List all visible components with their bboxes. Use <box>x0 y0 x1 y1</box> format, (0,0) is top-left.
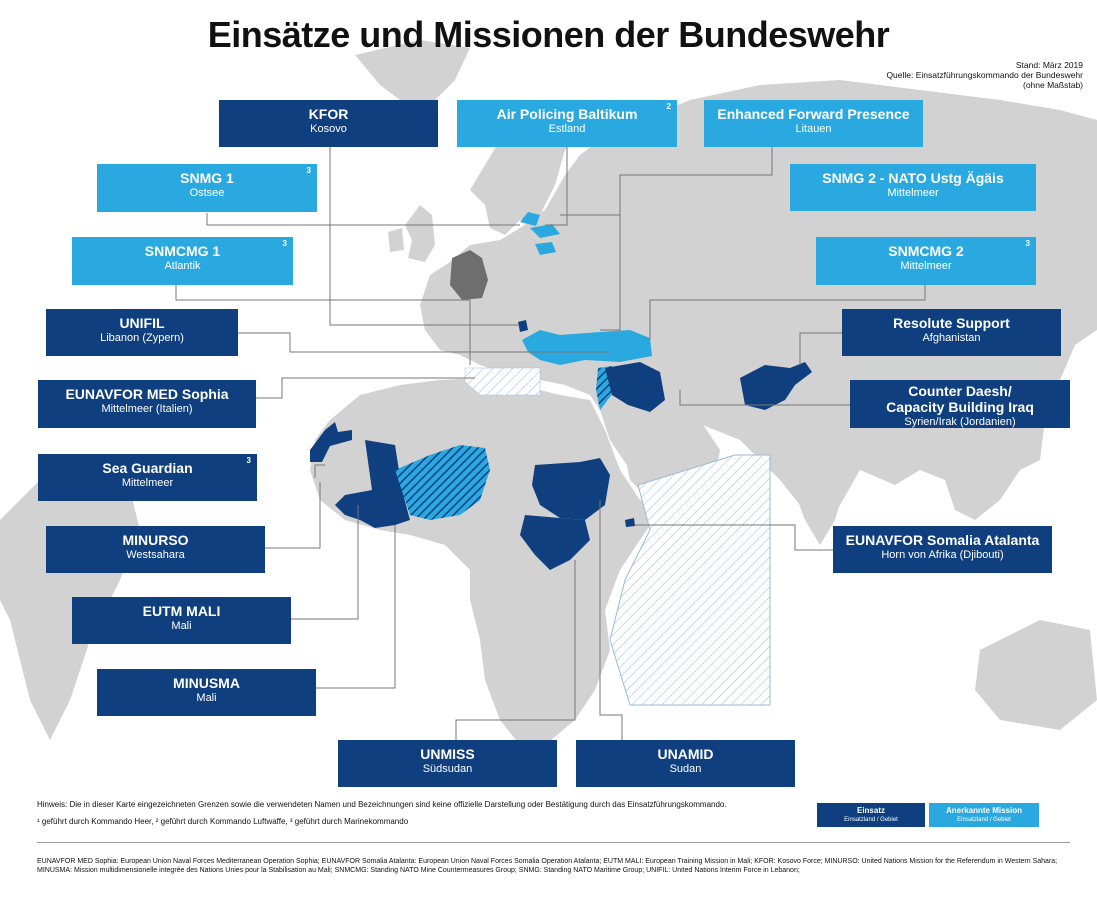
germany <box>450 250 488 300</box>
leader-lines <box>175 147 926 740</box>
box-minusma[interactable]: MINUSMA Mali <box>97 669 316 716</box>
box-title: Resolute Support <box>893 315 1010 331</box>
legend-title: Anerkannte Mission <box>945 806 1022 815</box>
box-sea-guardian[interactable]: 3 Sea Guardian Mittelmeer <box>38 454 257 501</box>
box-subtitle: Mali <box>171 620 192 632</box>
box-subtitle: Westsahara <box>126 549 185 561</box>
legend-mission: Anerkannte Mission Einsatzland / Gebiet <box>929 803 1039 827</box>
afghanistan <box>740 362 812 410</box>
western-sahara <box>310 422 352 462</box>
box-efp[interactable]: Enhanced Forward Presence Litauen <box>704 100 923 147</box>
box-subtitle: Afghanistan <box>922 332 981 344</box>
footnote-marker: 3 <box>246 456 251 465</box>
box-subtitle: Estland <box>548 123 586 135</box>
box-kfor[interactable]: KFOR Kosovo <box>219 100 438 147</box>
box-title: Air Policing Baltikum <box>496 106 638 122</box>
legend-subtitle: Einsatzland / Gebiet <box>957 817 1011 823</box>
box-subtitle: Kosovo <box>310 123 347 135</box>
footnote-marker: 3 <box>282 239 287 248</box>
box-title: EUNAVFOR Somalia Atalanta <box>845 532 1040 548</box>
box-title: UNIFIL <box>119 315 165 331</box>
box-counter-daesh[interactable]: Counter Daesh/ Capacity Building Iraq Sy… <box>850 380 1070 428</box>
box-subtitle: Horn von Afrika (Djibouti) <box>881 549 1004 561</box>
britain <box>405 205 435 262</box>
box-title: EUTM MALI <box>142 603 221 619</box>
legend-einsatz: Einsatz Einsatzland / Gebiet <box>817 803 925 827</box>
scale-note: (ohne Maßstab) <box>1023 80 1083 90</box>
box-title: MINURSO <box>122 532 189 548</box>
box-title: Sea Guardian <box>102 460 193 476</box>
box-title-line2: Capacity Building Iraq <box>886 399 1034 415</box>
box-subtitle: Südsudan <box>422 763 473 775</box>
box-minurso[interactable]: MINURSO Westsahara <box>46 526 265 573</box>
south-sudan <box>520 515 590 570</box>
box-resolute-support[interactable]: Resolute Support Afghanistan <box>842 309 1061 356</box>
box-snmcmg1[interactable]: 3 SNMCMG 1 Atlantik <box>72 237 293 285</box>
box-eutm-mali[interactable]: EUTM MALI Mali <box>72 597 291 644</box>
box-subtitle: Ostsee <box>189 187 225 199</box>
africa <box>310 378 660 745</box>
footnote-marker: 3 <box>306 166 311 175</box>
kosovo <box>518 320 528 332</box>
mali <box>335 440 410 528</box>
box-title: SNMG 1 <box>180 170 234 186</box>
box-air-policing[interactable]: 2 Air Policing Baltikum Estland <box>457 100 677 147</box>
box-unamid[interactable]: UNAMID Sudan <box>576 740 795 787</box>
box-title: MINUSMA <box>173 675 240 691</box>
box-subtitle: Syrien/Irak (Jordanien) <box>904 416 1016 428</box>
sudan <box>532 458 610 520</box>
disclaimer-note: Hinweis: Die in dieser Karte eingezeichn… <box>37 800 727 809</box>
abbreviations-footer: EUNAVFOR MED Sophia: European Union Nava… <box>37 858 1058 874</box>
box-title: SNMCMG 1 <box>144 243 221 259</box>
box-subtitle: Sudan <box>669 763 702 775</box>
box-subtitle: Libanon (Zypern) <box>100 332 184 344</box>
box-title: SNMG 2 - NATO Ustg Ägäis <box>822 170 1004 186</box>
source-label: Quelle: Einsatzführungskommando der Bund… <box>886 70 1083 80</box>
footer-divider <box>37 842 1070 843</box>
greenland <box>355 40 470 105</box>
lithuania <box>535 242 556 255</box>
box-subtitle: Mali <box>196 692 217 704</box>
box-unmiss[interactable]: UNMISS Südsudan <box>338 740 557 787</box>
ireland <box>388 228 404 252</box>
box-subtitle: Mittelmeer <box>121 477 174 489</box>
box-unifil[interactable]: UNIFIL Libanon (Zypern) <box>46 309 238 356</box>
box-title: Enhanced Forward Presence <box>717 106 910 122</box>
footnotes: ¹ geführt durch Kommando Heer, ² geführt… <box>37 817 409 826</box>
box-subtitle: Atlantik <box>164 260 201 272</box>
box-title: UNMISS <box>420 746 475 762</box>
box-subtitle: Mittelmeer <box>887 187 939 199</box>
box-title: UNAMID <box>657 746 714 762</box>
baltic-sea <box>520 212 540 226</box>
box-atalanta[interactable]: EUNAVFOR Somalia Atalanta Horn von Afrik… <box>833 526 1052 573</box>
box-title: SNMCMG 2 <box>888 243 964 259</box>
box-snmcmg2[interactable]: 3 SNMCMG 2 Mittelmeer <box>816 237 1036 285</box>
mali-north <box>395 445 490 520</box>
australia <box>975 620 1097 730</box>
stand-date: Stand: März 2019 <box>1015 60 1083 70</box>
legend-subtitle: Einsatzland / Gebiet <box>844 817 898 823</box>
box-subtitle: Mittelmeer <box>900 260 952 272</box>
box-subtitle: Mittelmeer (Italien) <box>101 403 193 415</box>
india <box>790 420 850 545</box>
page-title: Einsätze und Missionen der Bundeswehr <box>207 14 890 55</box>
footnote-marker: 3 <box>1025 239 1030 248</box>
syria-iraq <box>605 362 665 412</box>
box-sophia[interactable]: EUNAVFOR MED Sophia Mittelmeer (Italien) <box>38 380 256 428</box>
box-title: KFOR <box>308 106 349 122</box>
legend-title: Einsatz <box>856 806 885 815</box>
footnote-marker: 2 <box>666 102 671 111</box>
aegean-turkey <box>522 330 652 365</box>
djibouti <box>625 518 635 527</box>
box-title: EUNAVFOR MED Sophia <box>65 386 229 402</box>
box-snmg2[interactable]: SNMG 2 - NATO Ustg Ägäis Mittelmeer <box>790 164 1036 211</box>
indian-ocean-area <box>609 454 771 706</box>
box-snmg1[interactable]: 3 SNMG 1 Ostsee <box>97 164 317 212</box>
box-title: Counter Daesh/ <box>908 383 1012 399</box>
japan <box>1060 300 1085 350</box>
estonia <box>530 224 560 238</box>
central-mediterranean <box>464 367 541 396</box>
box-subtitle: Litauen <box>795 123 832 135</box>
